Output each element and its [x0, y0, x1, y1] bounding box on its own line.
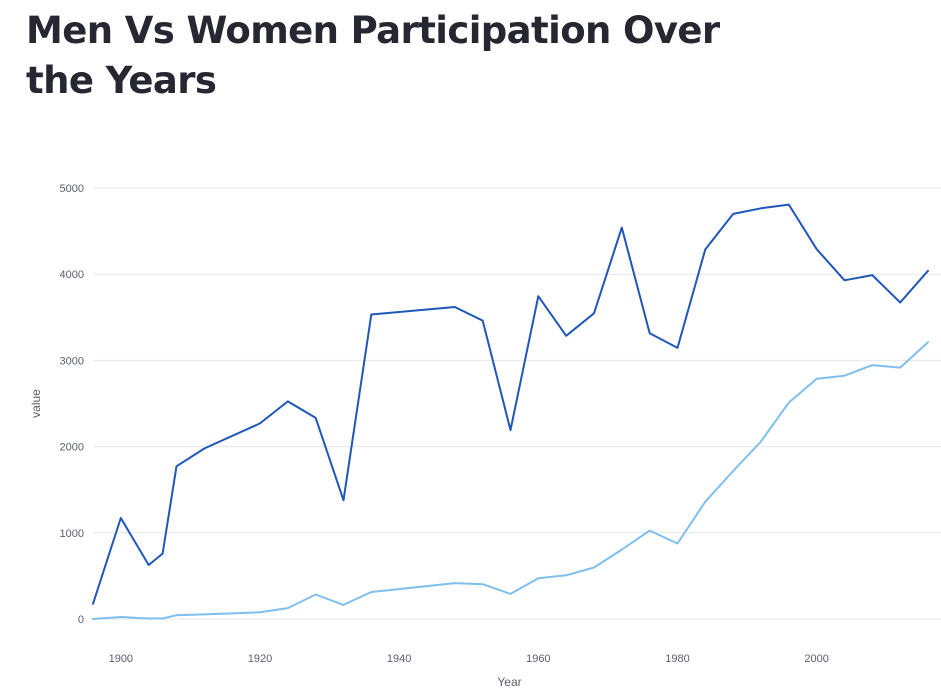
x-axis-title: Year [497, 675, 521, 689]
x-axis: 1900 1920 1940 1960 1980 2000 [109, 653, 829, 665]
page-title: Men Vs Women Participation Over the Year… [26, 9, 720, 102]
y-tick-label: 1000 [60, 528, 84, 540]
y-tick-label: 0 [78, 614, 84, 626]
x-tick-label: 1980 [665, 653, 689, 665]
grid-layer [93, 187, 941, 620]
y-tick-label: 5000 [60, 183, 84, 195]
series-layer [92, 203, 929, 620]
x-tick-label: 1940 [387, 653, 411, 665]
x-tick-label: 1900 [109, 653, 133, 665]
y-tick-label: 4000 [60, 269, 84, 281]
x-tick-label: 1960 [526, 653, 550, 665]
y-axis: 0 1000 2000 3000 4000 5000 [60, 183, 84, 626]
x-tick-label: 2000 [804, 653, 828, 665]
y-axis-title: value [29, 389, 43, 418]
y-tick-label: 3000 [60, 355, 84, 367]
series-line-1 [92, 203, 929, 605]
x-tick-label: 1920 [248, 653, 272, 665]
y-tick-label: 2000 [60, 442, 84, 454]
series-line-2 [92, 341, 929, 620]
line-chart: 0 1000 2000 3000 4000 5000 1900 1920 1940 1960 19… [0, 150, 941, 697]
